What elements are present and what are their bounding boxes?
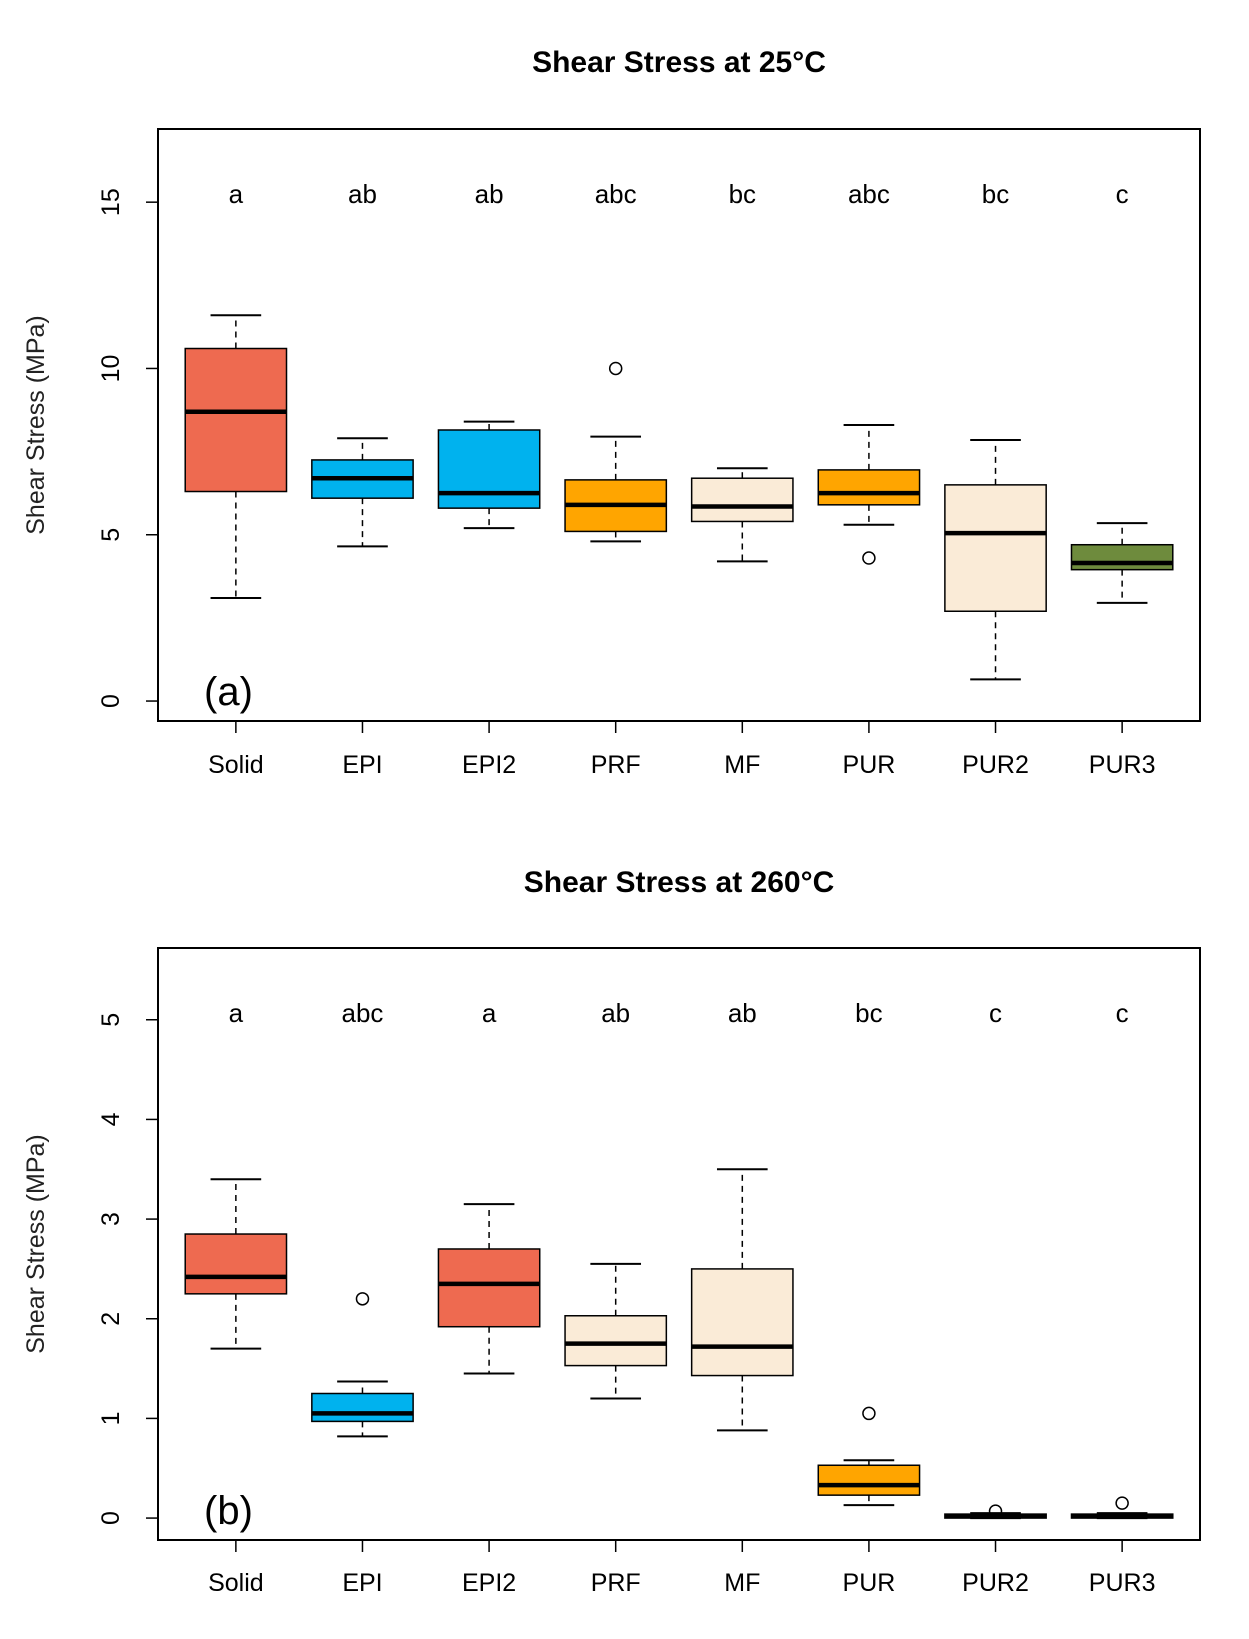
y-axis-label: Shear Stress (MPa) [22, 315, 50, 535]
group-letter: bc [982, 179, 1009, 209]
group-letter: ab [601, 998, 630, 1028]
y-tick-label: 2 [97, 1312, 125, 1326]
box-prf [564, 361, 668, 543]
y-tick-label: 1 [97, 1411, 125, 1425]
plot-frame [157, 947, 1201, 1541]
group-letter: bc [729, 179, 756, 209]
x-tick-label: PUR2 [962, 751, 1029, 779]
panel-label: (b) [204, 1489, 253, 1533]
iqr-box [817, 1464, 921, 1496]
plot-frame [157, 128, 1201, 722]
iqr-box [1070, 543, 1174, 571]
group-letter: c [1116, 179, 1129, 209]
outlier-point [988, 1504, 1003, 1518]
iqr-box [437, 429, 541, 509]
x-tick-label: Solid [208, 751, 264, 779]
y-tick-label: 0 [97, 1511, 125, 1525]
group-letter: a [229, 179, 244, 209]
outlier-point [355, 1292, 370, 1306]
iqr-box [817, 469, 921, 506]
box-pur3 [1070, 522, 1174, 604]
outlier-point [1115, 1496, 1129, 1510]
panel-b: Shear Stress at 260°C 0 1 2 3 4 5 Shear Stress … [22, 866, 1201, 1597]
iqr-box [690, 477, 794, 523]
x-tick-label: MF [724, 751, 760, 779]
iqr-box [184, 347, 288, 493]
box-pur [817, 1406, 921, 1507]
group-letter: c [989, 998, 1002, 1028]
x-tick-label: PUR3 [1089, 1569, 1156, 1597]
outlier-point [862, 551, 876, 565]
x-tick-label: PUR3 [1089, 751, 1156, 779]
box-mf [690, 1168, 794, 1432]
x-tick-label: EPI [342, 1569, 382, 1597]
x-tick-label: MF [724, 1569, 760, 1597]
y-tick-label: 4 [97, 1112, 125, 1126]
box-prf [564, 1262, 668, 1400]
box-pur2 [944, 438, 1047, 681]
box-epi2 [437, 1203, 541, 1375]
box-pur [817, 424, 921, 565]
chart-title: Shear Stress at 260°C [524, 866, 835, 899]
outlier-point [862, 1406, 876, 1421]
iqr-box [311, 1392, 414, 1423]
iqr-box [564, 1315, 668, 1367]
box-pur3 [1070, 1496, 1174, 1520]
iqr-box [437, 1248, 541, 1328]
group-letter: abc [342, 998, 384, 1028]
x-tick-label: Solid [208, 1569, 264, 1597]
x-tick-label: PUR [843, 751, 896, 779]
y-tick-label: 15 [97, 188, 125, 216]
box-solid [184, 314, 288, 599]
group-letter: abc [595, 179, 637, 209]
group-letter: a [229, 998, 244, 1028]
box-epi [311, 1292, 414, 1438]
group-letter: c [1116, 998, 1129, 1028]
y-tick-label: 5 [97, 528, 125, 542]
panel-label: (a) [204, 670, 253, 714]
outlier-point [608, 361, 623, 376]
y-axis-label: Shear Stress (MPa) [22, 1134, 50, 1354]
group-letter: abc [848, 179, 890, 209]
x-tick-label: PUR2 [962, 1569, 1029, 1597]
box-epi2 [437, 420, 541, 530]
iqr-box [944, 484, 1047, 612]
group-letter: bc [855, 998, 882, 1028]
panel-a: Shear Stress at 25°C 0 5 10 15 Shear Stress (… [22, 46, 1201, 779]
group-letter: ab [348, 179, 377, 209]
x-tick-label: EPI2 [462, 751, 516, 779]
box-mf [690, 467, 794, 563]
x-tick-label: PRF [591, 751, 641, 779]
box-epi [311, 437, 414, 548]
group-letter: a [482, 998, 497, 1028]
box-pur2 [944, 1504, 1047, 1520]
chart-title: Shear Stress at 25°C [532, 46, 826, 79]
group-letter: ab [728, 998, 757, 1028]
group-letter: ab [475, 179, 504, 209]
y-tick-label: 3 [97, 1212, 125, 1226]
box-solid [184, 1178, 288, 1350]
y-tick-label: 0 [97, 694, 125, 708]
y-tick-label: 5 [97, 1013, 125, 1027]
x-tick-label: PRF [591, 1569, 641, 1597]
iqr-box [690, 1268, 794, 1377]
x-tick-label: EPI2 [462, 1569, 516, 1597]
iqr-box [184, 1233, 288, 1295]
x-tick-label: PUR [843, 1569, 896, 1597]
y-tick-label: 10 [97, 355, 125, 383]
x-tick-label: EPI [342, 751, 382, 779]
